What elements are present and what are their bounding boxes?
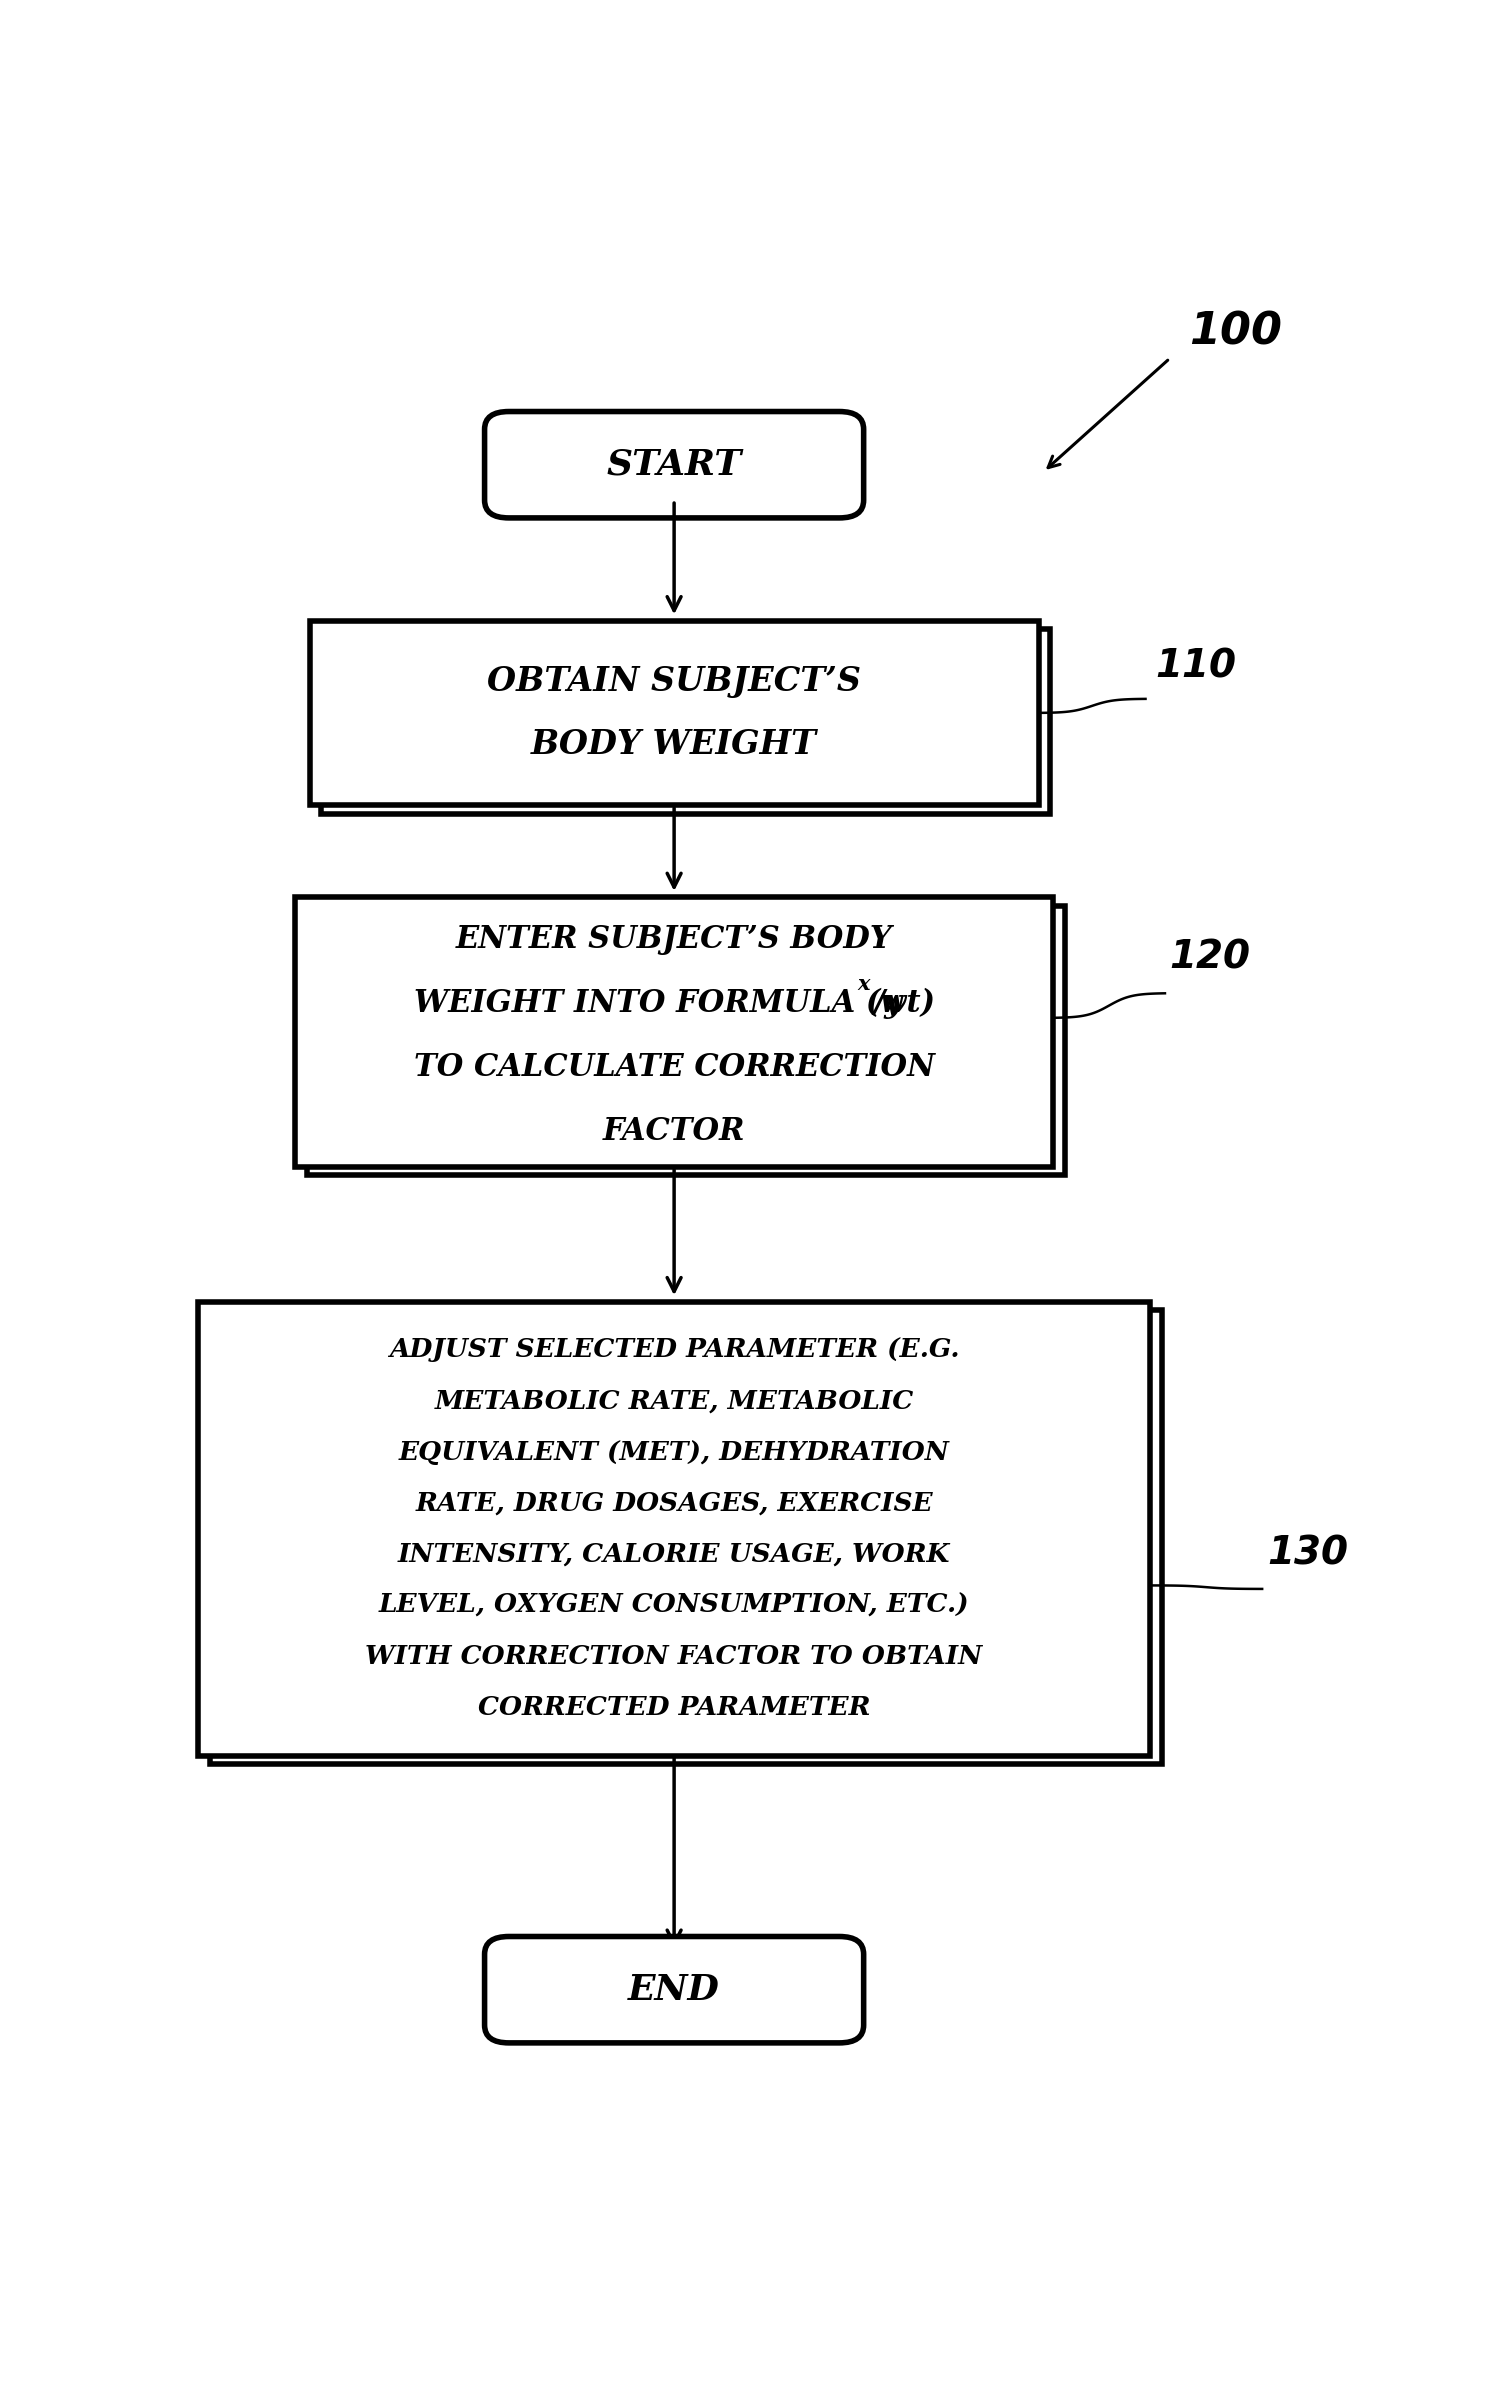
Text: INTENSITY, CALORIE USAGE, WORK: INTENSITY, CALORIE USAGE, WORK (397, 1542, 950, 1566)
FancyBboxPatch shape (307, 905, 1066, 1176)
Text: 130: 130 (1267, 1535, 1348, 1571)
Text: CORRECTED PARAMETER: CORRECTED PARAMETER (479, 1696, 870, 1720)
Text: LEVEL, OXYGEN CONSUMPTION, ETC.): LEVEL, OXYGEN CONSUMPTION, ETC.) (379, 1593, 969, 1617)
Text: OBTAIN SUBJECT’S: OBTAIN SUBJECT’S (488, 663, 861, 697)
Text: TO CALCULATE CORRECTION: TO CALCULATE CORRECTION (414, 1051, 935, 1083)
Text: METABOLIC RATE, METABOLIC: METABOLIC RATE, METABOLIC (435, 1389, 914, 1413)
Text: x: x (858, 975, 870, 994)
FancyBboxPatch shape (209, 1310, 1162, 1765)
Text: RATE, DRUG DOSAGES, EXERCISE: RATE, DRUG DOSAGES, EXERCISE (415, 1490, 933, 1516)
FancyBboxPatch shape (485, 1938, 864, 2043)
FancyBboxPatch shape (485, 412, 864, 517)
FancyBboxPatch shape (321, 630, 1050, 814)
Text: 120: 120 (1169, 939, 1251, 977)
Text: ADJUST SELECTED PARAMETER (E.G.: ADJUST SELECTED PARAMETER (E.G. (388, 1336, 959, 1363)
FancyBboxPatch shape (295, 898, 1054, 1166)
Text: WITH CORRECTION FACTOR TO OBTAIN: WITH CORRECTION FACTOR TO OBTAIN (366, 1643, 983, 1669)
Text: END: END (628, 1973, 719, 2007)
Text: FACTOR: FACTOR (604, 1116, 745, 1147)
Text: ENTER SUBJECT’S BODY: ENTER SUBJECT’S BODY (456, 924, 892, 956)
Text: WEIGHT INTO FORMULA (wt): WEIGHT INTO FORMULA (wt) (414, 989, 935, 1020)
Text: START: START (607, 448, 742, 481)
Text: 110: 110 (1156, 647, 1236, 685)
FancyBboxPatch shape (197, 1303, 1150, 1756)
Text: EQUIVALENT (MET), DEHYDRATION: EQUIVALENT (MET), DEHYDRATION (399, 1439, 950, 1466)
Text: 100: 100 (1189, 309, 1282, 352)
Text: /y: /y (873, 989, 903, 1020)
FancyBboxPatch shape (310, 620, 1038, 805)
Text: BODY WEIGHT: BODY WEIGHT (531, 728, 817, 762)
